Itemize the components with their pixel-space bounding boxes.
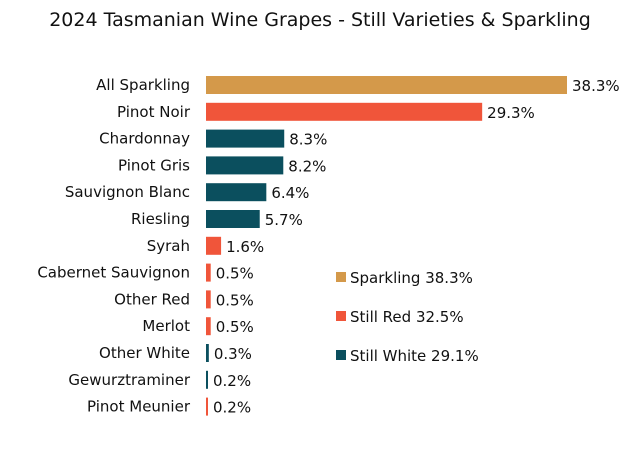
bar bbox=[206, 344, 209, 362]
category-label: Pinot Gris bbox=[118, 156, 190, 174]
bar bbox=[206, 263, 211, 282]
category-label: Merlot bbox=[142, 317, 190, 335]
bar bbox=[206, 290, 211, 309]
category-label: Pinot Noir bbox=[117, 103, 191, 121]
bar bbox=[206, 210, 260, 228]
bar bbox=[206, 102, 483, 121]
category-label: Riesling bbox=[131, 210, 190, 228]
bar bbox=[206, 236, 222, 255]
category-label: Cabernet Sauvignon bbox=[37, 264, 190, 282]
data-label: 0.2% bbox=[213, 399, 251, 417]
category-label: Syrah bbox=[147, 237, 190, 255]
data-label: 0.3% bbox=[214, 345, 252, 363]
legend-label: Sparkling 38.3% bbox=[350, 269, 473, 287]
category-label: Sauvignon Blanc bbox=[65, 183, 190, 201]
data-label: 29.3% bbox=[487, 104, 535, 122]
data-label: 1.6% bbox=[226, 238, 264, 256]
data-label: 0.5% bbox=[216, 318, 254, 336]
category-label: Gewurztraminer bbox=[68, 371, 190, 389]
bar bbox=[206, 317, 211, 336]
data-label: 0.5% bbox=[216, 265, 254, 283]
chart-title: 2024 Tasmanian Wine Grapes - Still Varie… bbox=[49, 9, 591, 31]
category-label: Chardonnay bbox=[99, 130, 190, 148]
category-label: Other Red bbox=[114, 290, 190, 308]
legend-swatch bbox=[336, 350, 346, 360]
category-label: Other White bbox=[99, 344, 190, 362]
bar bbox=[206, 397, 208, 416]
legend-label: Still White 29.1% bbox=[350, 347, 479, 365]
data-label: 8.2% bbox=[288, 157, 326, 175]
legend-swatch bbox=[336, 272, 346, 282]
bar bbox=[206, 129, 285, 148]
legend-label: Still Red 32.5% bbox=[350, 308, 464, 326]
bar bbox=[206, 370, 208, 389]
data-label: 38.3% bbox=[572, 77, 620, 95]
data-label: 0.5% bbox=[216, 291, 254, 309]
data-label: 0.2% bbox=[213, 372, 251, 390]
legend-swatch bbox=[336, 311, 346, 321]
bar bbox=[206, 76, 567, 94]
category-label: All Sparkling bbox=[96, 76, 190, 94]
data-label: 8.3% bbox=[289, 131, 327, 149]
data-label: 5.7% bbox=[265, 211, 303, 229]
category-label: Pinot Meunier bbox=[87, 398, 191, 416]
bar bbox=[206, 183, 267, 202]
data-label: 6.4% bbox=[271, 184, 309, 202]
bar bbox=[206, 156, 284, 175]
